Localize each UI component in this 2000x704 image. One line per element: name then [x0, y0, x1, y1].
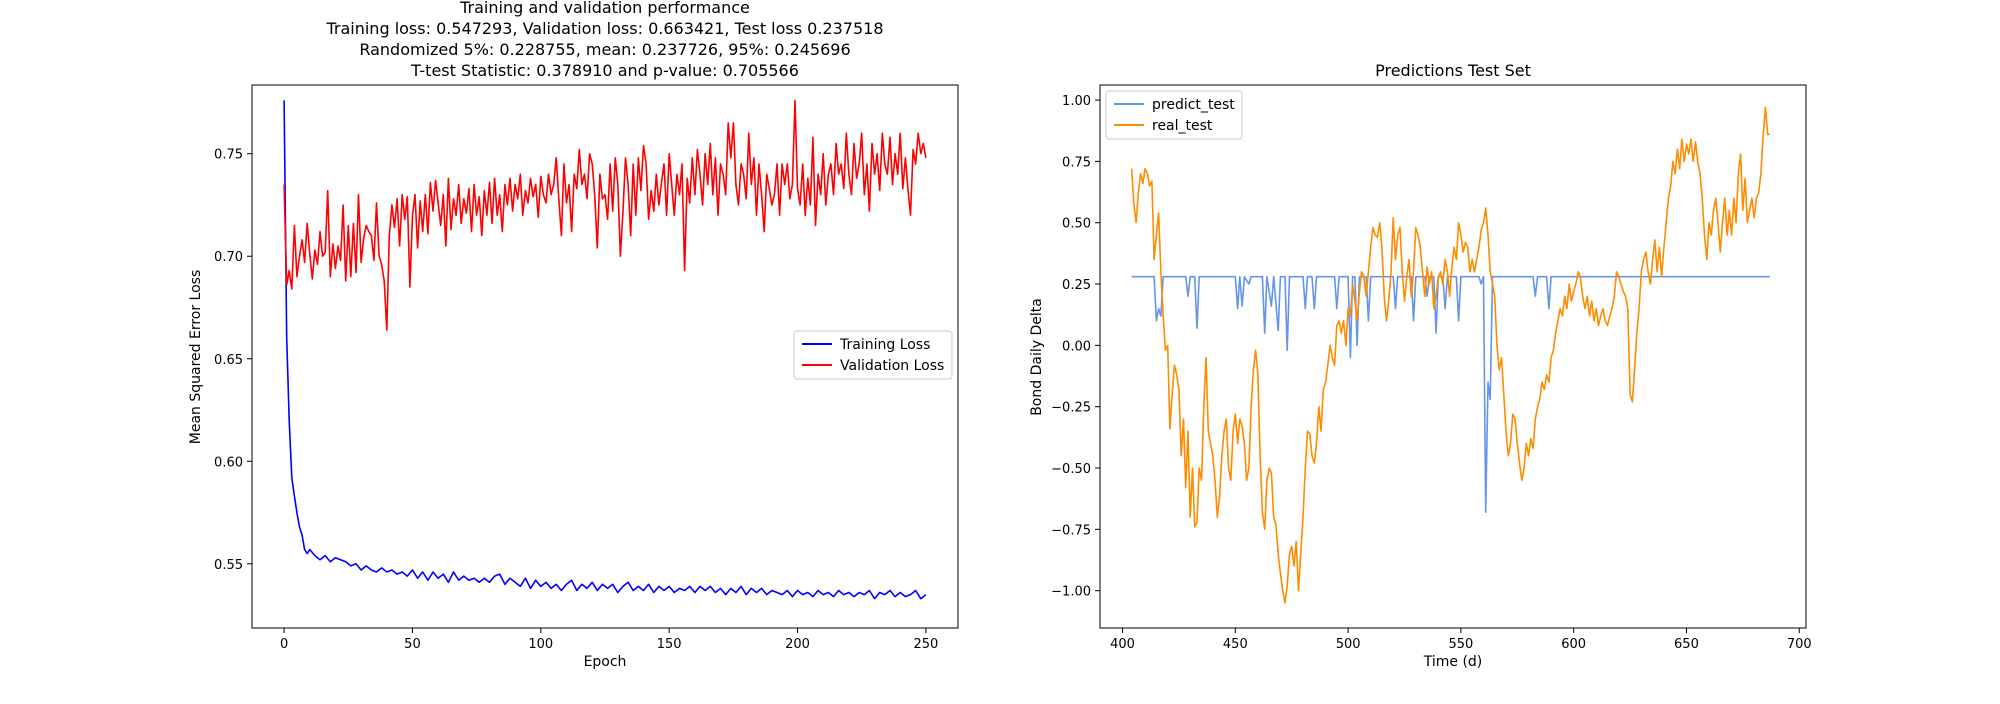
training-y-axis-label: Mean Squared Error Loss [188, 270, 204, 445]
predictions-x-tick-label: 600 [1561, 637, 1586, 652]
training-y-ticks: 0.55 0.60 0.65 0.70 0.75 [214, 148, 252, 573]
training-y-tick-label: 0.60 [214, 455, 243, 470]
predictions-x-tick-label: 500 [1336, 637, 1361, 652]
predictions-y-tick-label: 0.00 [1062, 339, 1091, 354]
training-y-tick-label: 0.75 [214, 148, 243, 163]
predictions-x-tick-label: 700 [1787, 637, 1812, 652]
predictions-legend-label-real: real_test [1152, 118, 1213, 134]
predictions-y-ticks: −1.00 −0.75 −0.50 −0.25 0.00 0.25 0.50 0.75 1.00 [1051, 94, 1100, 600]
training-title-line-3: Randomized 5%: 0.228755, mean: 0.237726,… [359, 40, 850, 59]
predictions-x-tick-label: 550 [1448, 637, 1473, 652]
predictions-y-tick-label: −0.75 [1051, 523, 1091, 538]
predictions-x-ticks: 400 450 500 550 600 650 700 [1110, 628, 1812, 652]
training-y-tick-label: 0.70 [214, 250, 243, 265]
training-legend-label-validation: Validation Loss [840, 358, 944, 374]
training-legend-label-training: Training Loss [839, 337, 930, 353]
training-chart: Training and validation performance Trai… [188, 0, 959, 670]
predictions-y-tick-label: −0.50 [1051, 462, 1091, 477]
training-title: Training and validation performance Trai… [325, 0, 883, 80]
training-y-tick-label: 0.65 [214, 353, 243, 368]
predictions-legend: predict_test real_test [1105, 90, 1243, 140]
training-x-tick-label: 200 [785, 637, 810, 652]
training-x-tick-label: 50 [404, 637, 421, 652]
training-title-line-4: T-test Statistic: 0.378910 and p-value: … [410, 61, 799, 80]
predictions-series-line-1 [1130, 106, 1770, 604]
training-plot-frame [251, 84, 959, 629]
predictions-chart: Predictions Test Set 400 450 500 550 600 650 7… [1029, 61, 1812, 670]
training-series-line-0 [283, 100, 927, 600]
predictions-y-tick-label: 0.75 [1062, 155, 1091, 170]
training-series-lines [283, 99, 927, 600]
predictions-y-tick-label: −1.00 [1051, 585, 1091, 600]
predictions-x-tick-label: 400 [1110, 637, 1135, 652]
training-title-line-1: Training and validation performance [459, 0, 750, 17]
training-x-tick-label: 250 [913, 637, 938, 652]
predictions-y-tick-label: 1.00 [1062, 94, 1091, 109]
training-x-tick-label: 100 [528, 637, 553, 652]
predictions-x-tick-label: 650 [1674, 637, 1699, 652]
predictions-y-tick-label: 0.25 [1062, 278, 1091, 293]
training-title-line-2: Training loss: 0.547293, Validation loss… [325, 19, 883, 38]
predictions-plot-frame [1099, 84, 1807, 629]
training-x-tick-label: 150 [657, 637, 682, 652]
predictions-series-lines [1130, 106, 1770, 604]
training-series-line-1 [283, 99, 927, 331]
training-legend-box [793, 330, 953, 380]
predictions-y-tick-label: 0.50 [1062, 217, 1091, 232]
predictions-y-tick-label: −0.25 [1051, 401, 1091, 416]
training-x-axis-label: Epoch [584, 654, 627, 670]
training-x-tick-label: 0 [280, 637, 288, 652]
predictions-title: Predictions Test Set [1375, 61, 1531, 80]
training-y-tick-label: 0.55 [214, 558, 243, 573]
predictions-legend-label-predict: predict_test [1152, 97, 1235, 113]
predictions-series-line-0 [1131, 275, 1770, 513]
predictions-y-axis-label: Bond Daily Delta [1029, 298, 1045, 416]
predictions-x-tick-label: 450 [1223, 637, 1248, 652]
training-x-ticks: 0 50 100 150 200 250 [280, 628, 938, 652]
predictions-x-axis-label: Time (d) [1423, 654, 1483, 670]
training-legend: Training Loss Validation Loss [793, 330, 953, 380]
